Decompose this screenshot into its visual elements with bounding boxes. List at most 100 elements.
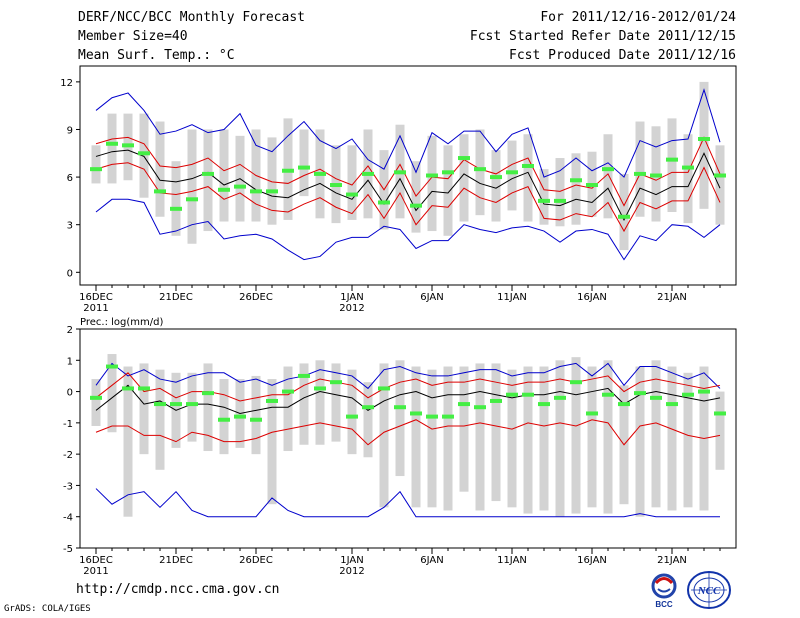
prec-box bbox=[683, 372, 693, 508]
temp-median-mark bbox=[474, 167, 486, 172]
temp-median-mark bbox=[634, 171, 646, 176]
prec-box bbox=[523, 366, 533, 514]
prec-box bbox=[299, 363, 309, 445]
prec-box bbox=[491, 363, 501, 502]
temp-box bbox=[155, 121, 165, 217]
prec-y-tick-label: -1 bbox=[63, 419, 73, 430]
prec-median-mark bbox=[442, 414, 454, 419]
temp-median-mark bbox=[266, 189, 278, 194]
temp-box bbox=[443, 145, 453, 236]
prec-x-tick-label: 11JAN bbox=[497, 555, 527, 566]
temp-box bbox=[555, 158, 565, 227]
bcc-logo-text: BCC bbox=[655, 600, 673, 609]
temp-median-mark bbox=[90, 167, 102, 172]
prec-box bbox=[379, 363, 389, 508]
temp-median-mark bbox=[282, 168, 294, 173]
temp-box bbox=[715, 145, 725, 225]
temp-lower-line bbox=[95, 162, 721, 233]
prec-median-mark bbox=[410, 411, 422, 416]
temp-median-mark bbox=[698, 137, 710, 141]
temp-box bbox=[219, 129, 229, 222]
prec-y-tick-label: -5 bbox=[63, 544, 73, 555]
ncc-logo: NCC bbox=[686, 570, 732, 614]
temp-x-year-label: 2012 bbox=[339, 303, 364, 314]
temp-median-mark bbox=[714, 173, 726, 178]
prec-box bbox=[331, 363, 341, 442]
temp-box bbox=[683, 134, 693, 224]
temp-mean-line bbox=[95, 149, 721, 222]
temp-y-tick-label: 6 bbox=[67, 173, 73, 184]
temp-box bbox=[299, 129, 309, 197]
temp-median-mark bbox=[202, 171, 214, 176]
temp-median-mark bbox=[298, 165, 310, 170]
temp-median-mark bbox=[314, 171, 326, 176]
temp-box bbox=[539, 169, 549, 225]
chart-title: DERF/NCC/BCC Monthly Forecast bbox=[78, 10, 305, 25]
prec-x-tick-label: 21JAN bbox=[657, 555, 687, 566]
temp-median-mark bbox=[394, 170, 406, 175]
temp-median-mark bbox=[186, 197, 198, 202]
temp-median-mark bbox=[170, 206, 182, 211]
prec-median-mark bbox=[522, 392, 534, 397]
temp-median-mark bbox=[346, 192, 358, 197]
temp-box bbox=[571, 153, 581, 225]
source-url[interactable]: http://cmdp.ncc.cma.gov.cn bbox=[76, 582, 280, 597]
temp-median-mark bbox=[682, 165, 694, 170]
prec-box bbox=[267, 379, 277, 505]
temp-box bbox=[171, 161, 181, 236]
temp-median-mark bbox=[362, 171, 374, 176]
prec-y-tick-label: -3 bbox=[63, 481, 73, 492]
temp-box bbox=[187, 129, 197, 244]
temp-box bbox=[139, 113, 149, 198]
prec-median-mark bbox=[282, 389, 294, 394]
prec-median-mark bbox=[122, 386, 134, 391]
prec-box bbox=[203, 363, 213, 452]
prec-box bbox=[251, 375, 261, 455]
temp-box bbox=[459, 134, 469, 222]
prec-min-line bbox=[95, 488, 720, 518]
prec-box bbox=[539, 366, 549, 511]
prec-median-mark bbox=[218, 417, 230, 422]
prec-median-mark bbox=[602, 392, 614, 397]
prec-median-mark bbox=[298, 373, 310, 378]
temp-box bbox=[507, 140, 517, 211]
temp-box bbox=[603, 134, 613, 219]
prec-plot-frame bbox=[79, 328, 737, 549]
temp-median-mark bbox=[458, 156, 470, 161]
temp-median-mark bbox=[410, 203, 422, 208]
prec-median-mark bbox=[586, 411, 598, 416]
temp-x-tick-label: 1JAN bbox=[340, 292, 363, 303]
prec-box bbox=[555, 360, 565, 517]
temp-min-line bbox=[95, 198, 721, 261]
temp-box bbox=[699, 81, 709, 209]
temp-median-mark bbox=[538, 198, 550, 203]
temp-median-mark bbox=[250, 189, 262, 194]
prec-box bbox=[587, 366, 597, 508]
prec-median-mark bbox=[202, 391, 214, 396]
temp-median-mark bbox=[522, 163, 534, 168]
temp-median-mark bbox=[554, 198, 566, 203]
temp-max-line bbox=[95, 88, 721, 178]
prec-median-mark bbox=[378, 386, 390, 391]
temp-plot-frame bbox=[79, 65, 737, 286]
temp-x-tick-label: 16DEC bbox=[79, 292, 113, 303]
prec-median-mark bbox=[490, 398, 502, 403]
prec-box bbox=[187, 372, 197, 442]
prec-title: Prec.: log(mm/d) bbox=[80, 317, 163, 328]
prec-median-mark bbox=[346, 414, 358, 419]
prec-y-tick-label: 1 bbox=[67, 356, 73, 367]
temp-median-mark bbox=[138, 151, 150, 156]
prec-box bbox=[715, 391, 725, 470]
prec-median-mark bbox=[538, 402, 550, 407]
temp-median-mark bbox=[490, 175, 502, 180]
prec-box bbox=[475, 363, 485, 511]
temp-median-mark bbox=[330, 183, 342, 188]
grads-credit: GrADS: COLA/IGES bbox=[4, 604, 91, 614]
temp-x-tick-label: 26DEC bbox=[239, 292, 273, 303]
temp-x-tick-label: 11JAN bbox=[497, 292, 527, 303]
temp-y-tick-label: 3 bbox=[67, 221, 73, 232]
prec-upper-line bbox=[95, 372, 721, 402]
prec-median-mark bbox=[250, 417, 262, 422]
prec-median-mark bbox=[426, 414, 438, 419]
